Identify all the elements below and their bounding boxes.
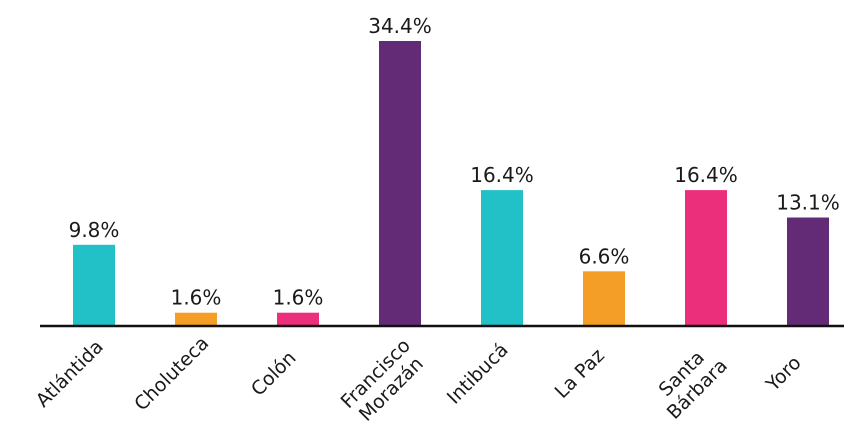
bar-value-label: 16.4% — [674, 163, 738, 187]
bar-value-label: 1.6% — [273, 286, 324, 310]
category-label-line: Atlántida — [32, 336, 108, 412]
category-label-line: Intibucá — [443, 339, 513, 409]
bar-value-label: 13.1% — [776, 191, 840, 215]
bar-value-label: 16.4% — [470, 163, 534, 187]
bar-0 — [73, 244, 115, 326]
category-labels: Atlántida Choluteca Colón FranciscoMorazán I… — [32, 332, 806, 429]
category-label-text: Atlántida — [32, 336, 108, 412]
category-label: SantaBárbara — [647, 339, 732, 424]
category-label-text: Colón — [247, 347, 301, 401]
category-label-line: Colón — [247, 347, 301, 401]
category-label-text: SantaBárbara — [647, 339, 732, 424]
bar-value-label: 9.8% — [69, 218, 120, 242]
category-label: Intibucá — [443, 339, 513, 409]
bar-6 — [685, 190, 727, 326]
bar-1 — [175, 312, 217, 326]
category-label: FranciscoMorazán — [337, 335, 431, 429]
value-labels: 9.8% 1.6% 1.6% 34.4% 16.4% 6.6% 16.4% 13.1% — [69, 14, 840, 310]
category-label: Atlántida — [32, 336, 108, 412]
bars — [73, 41, 829, 326]
category-label-text: La Paz — [551, 345, 609, 403]
category-label-text: Choluteca — [130, 332, 213, 415]
category-label-text: FranciscoMorazán — [337, 335, 431, 429]
category-label-text: Yoro — [761, 352, 805, 396]
category-label: Colón — [247, 347, 301, 401]
bar-2 — [277, 312, 319, 326]
category-label-line: Choluteca — [130, 332, 213, 415]
category-label: Yoro — [761, 352, 805, 396]
category-label-line: Yoro — [761, 352, 805, 396]
bar-value-label: 34.4% — [368, 14, 432, 38]
bar-7 — [787, 217, 829, 326]
bar-value-label: 6.6% — [579, 244, 630, 268]
category-label: Choluteca — [130, 332, 213, 415]
category-label: La Paz — [551, 345, 609, 403]
bar-value-label: 1.6% — [171, 286, 222, 310]
bar-3 — [379, 41, 421, 326]
category-label-line: La Paz — [551, 345, 609, 403]
bar-5 — [583, 271, 625, 326]
bar-4 — [481, 190, 523, 326]
category-label-text: Intibucá — [443, 339, 513, 409]
